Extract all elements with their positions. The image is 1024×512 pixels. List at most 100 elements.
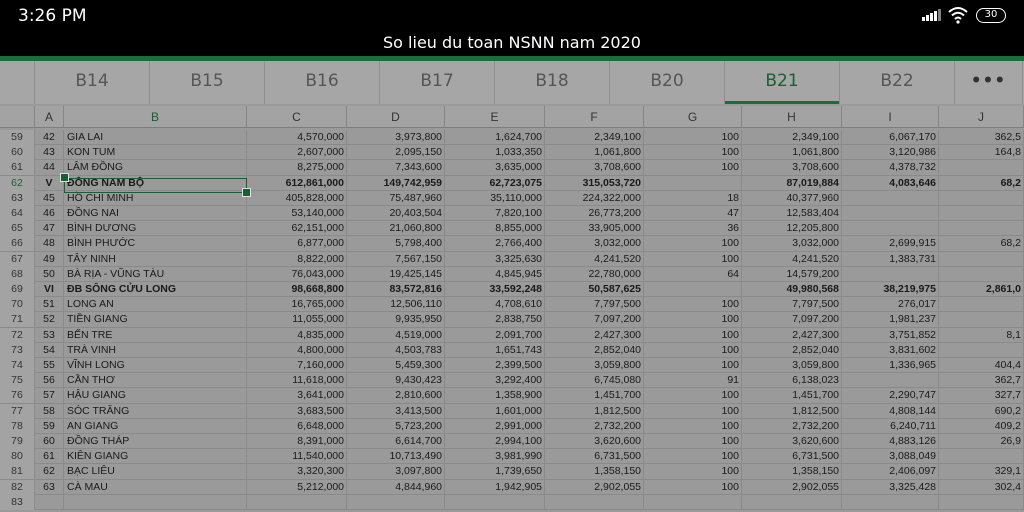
- cell[interactable]: 1,739,650: [445, 464, 545, 480]
- cell[interactable]: 87,019,884: [742, 175, 842, 191]
- cell[interactable]: 1,651,743: [445, 342, 545, 358]
- row-number[interactable]: 74: [0, 358, 35, 373]
- sheet-tab[interactable]: B14: [35, 61, 150, 104]
- column-header[interactable]: A: [35, 106, 64, 128]
- cell[interactable]: VĨNH LONG: [64, 358, 247, 373]
- cell[interactable]: 3,325,630: [445, 251, 545, 267]
- cell[interactable]: 4,503,783: [347, 342, 445, 358]
- cell[interactable]: [644, 175, 742, 191]
- cell[interactable]: [35, 494, 64, 510]
- cell[interactable]: 2,699,915: [842, 236, 939, 252]
- cell[interactable]: 4,083,646: [842, 175, 939, 191]
- cell[interactable]: HỒ CHÍ MINH: [64, 190, 247, 206]
- cell[interactable]: 276,017: [842, 297, 939, 313]
- cell[interactable]: 690,2: [939, 403, 1024, 419]
- cell[interactable]: 49,980,568: [742, 282, 842, 297]
- cell[interactable]: 40,377,960: [742, 190, 842, 206]
- cell[interactable]: 100: [644, 434, 742, 449]
- cell[interactable]: 100: [644, 297, 742, 313]
- column-header[interactable]: B: [64, 106, 247, 128]
- cell[interactable]: 26,773,200: [545, 206, 644, 221]
- cell[interactable]: [939, 221, 1024, 237]
- cell[interactable]: 2,732,200: [545, 418, 644, 434]
- sheet-tab[interactable]: B17: [380, 61, 495, 104]
- cell[interactable]: 100: [644, 403, 742, 419]
- cell[interactable]: 2,766,400: [445, 236, 545, 252]
- cell[interactable]: 1,451,700: [742, 388, 842, 404]
- cell[interactable]: 26,9: [939, 434, 1024, 449]
- cell[interactable]: 44: [35, 160, 64, 176]
- row-number[interactable]: 60: [0, 145, 35, 161]
- cell[interactable]: [842, 206, 939, 221]
- cell[interactable]: [939, 449, 1024, 465]
- cell[interactable]: 63: [35, 479, 64, 495]
- cell[interactable]: SÓC TRĂNG: [64, 403, 247, 419]
- cell[interactable]: 6,731,500: [742, 449, 842, 465]
- cell[interactable]: 62: [35, 464, 64, 480]
- cell[interactable]: AN GIANG: [64, 418, 247, 434]
- cell[interactable]: BÌNH PHƯỚC: [64, 236, 247, 252]
- column-header[interactable]: D: [347, 106, 445, 128]
- cell[interactable]: ĐB SÔNG CỬU LONG: [64, 282, 247, 297]
- cell[interactable]: 42: [35, 130, 64, 145]
- cell[interactable]: 22,780,000: [545, 266, 644, 282]
- cell[interactable]: TIỀN GIANG: [64, 312, 247, 328]
- cell[interactable]: 83,572,816: [347, 282, 445, 297]
- row-number[interactable]: 68: [0, 266, 35, 282]
- row-number[interactable]: 67: [0, 251, 35, 267]
- cell[interactable]: 3,620,600: [742, 434, 842, 449]
- cell[interactable]: 2,349,100: [545, 130, 644, 145]
- cell[interactable]: 3,683,500: [247, 403, 347, 419]
- row-number[interactable]: 82: [0, 479, 35, 495]
- cell[interactable]: 36: [644, 221, 742, 237]
- cell[interactable]: 33,592,248: [445, 282, 545, 297]
- cell[interactable]: 2,852,040: [545, 342, 644, 358]
- cell[interactable]: 1,061,800: [545, 145, 644, 161]
- cell[interactable]: 8,391,000: [247, 434, 347, 449]
- cell[interactable]: 1,358,900: [445, 388, 545, 404]
- cell[interactable]: 362,7: [939, 373, 1024, 389]
- cell[interactable]: 2,427,300: [545, 327, 644, 343]
- row-number[interactable]: 66: [0, 236, 35, 252]
- cell[interactable]: 2,607,000: [247, 145, 347, 161]
- cell[interactable]: HẬU GIANG: [64, 388, 247, 404]
- cell[interactable]: 100: [644, 388, 742, 404]
- cell[interactable]: 1,033,350: [445, 145, 545, 161]
- cell[interactable]: 100: [644, 145, 742, 161]
- cell[interactable]: 98,668,800: [247, 282, 347, 297]
- cell[interactable]: [842, 494, 939, 510]
- cell[interactable]: 1,812,500: [545, 403, 644, 419]
- cell[interactable]: 612,861,000: [247, 175, 347, 191]
- cell[interactable]: 4,800,000: [247, 342, 347, 358]
- cell[interactable]: 7,097,200: [545, 312, 644, 328]
- cell[interactable]: [939, 190, 1024, 206]
- column-header[interactable]: H: [742, 106, 842, 128]
- cell[interactable]: 2,902,055: [545, 479, 644, 495]
- cell[interactable]: [842, 190, 939, 206]
- cell[interactable]: GIA LAI: [64, 130, 247, 145]
- row-number[interactable]: 69: [0, 282, 35, 297]
- cell[interactable]: 2,427,300: [742, 327, 842, 343]
- cell[interactable]: [644, 282, 742, 297]
- cell[interactable]: 2,091,700: [445, 327, 545, 343]
- cell[interactable]: 3,088,049: [842, 449, 939, 465]
- cell[interactable]: 7,343,600: [347, 160, 445, 176]
- sheet-tab[interactable]: B21: [725, 61, 840, 104]
- sheet-tab[interactable]: B15: [150, 61, 265, 104]
- row-number[interactable]: 79: [0, 434, 35, 449]
- cell[interactable]: 76,043,000: [247, 266, 347, 282]
- cell[interactable]: 8,855,000: [445, 221, 545, 237]
- cell[interactable]: 91: [644, 373, 742, 389]
- cell[interactable]: 4,241,520: [545, 251, 644, 267]
- row-number[interactable]: 59: [0, 130, 35, 145]
- column-header[interactable]: G: [644, 106, 742, 128]
- cell[interactable]: CẦN THƠ: [64, 373, 247, 389]
- cell[interactable]: 12,506,110: [347, 297, 445, 313]
- cell[interactable]: 3,120,986: [842, 145, 939, 161]
- cell[interactable]: 68,2: [939, 236, 1024, 252]
- cell[interactable]: [347, 494, 445, 510]
- cell[interactable]: 53: [35, 327, 64, 343]
- row-number[interactable]: 61: [0, 160, 35, 176]
- cell[interactable]: 3,059,800: [545, 358, 644, 373]
- cell[interactable]: 100: [644, 479, 742, 495]
